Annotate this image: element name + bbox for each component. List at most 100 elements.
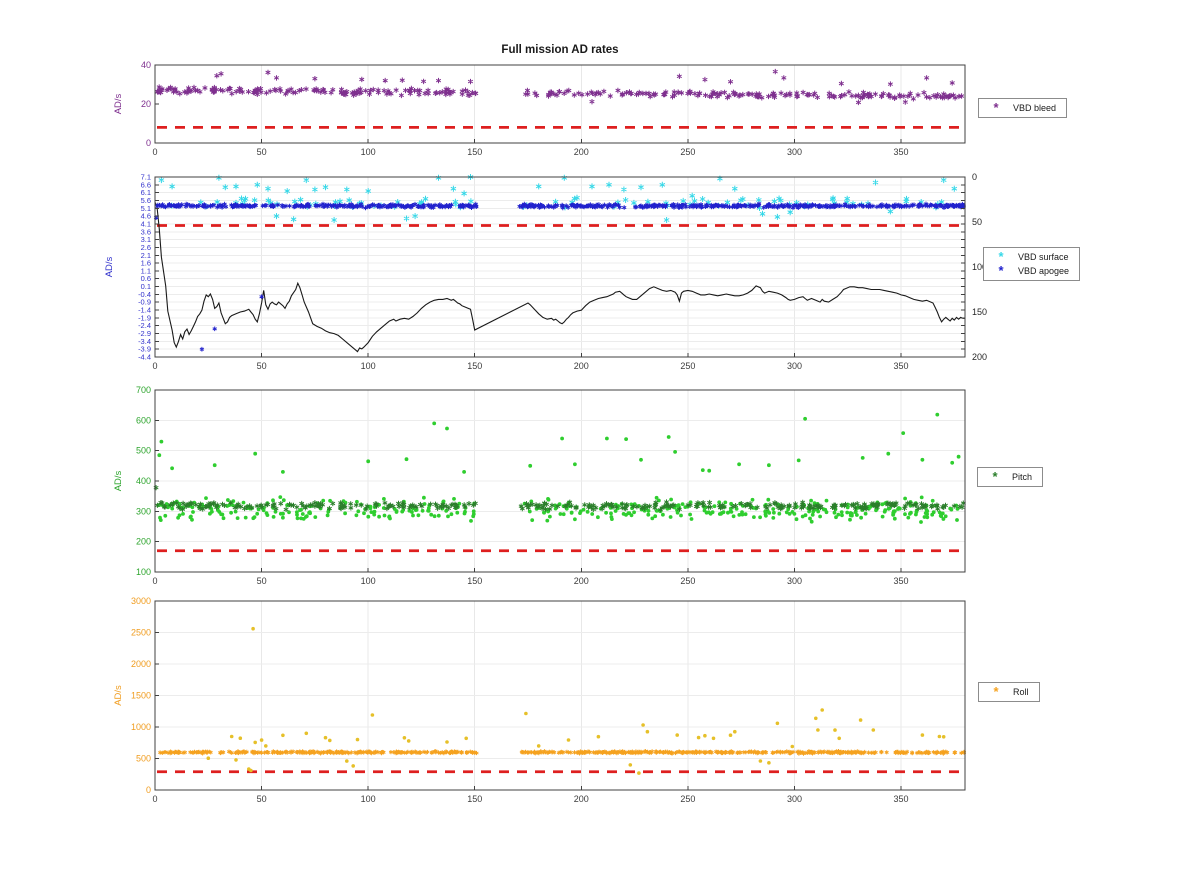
y-tick-label: -2.9 (138, 329, 151, 338)
y-tick-label: -2.4 (138, 321, 151, 330)
x-tick-label: 200 (574, 794, 589, 804)
x-tick-label: 300 (787, 361, 802, 371)
asterisk-marker-icon: * (992, 469, 998, 484)
y-tick-label: 0.6 (141, 274, 151, 283)
legend-label: VBD surface (1018, 252, 1069, 262)
legend-entry: * VBD surface (984, 250, 1079, 264)
y-tick-label: 2.6 (141, 243, 151, 252)
y-tick-label: 2.1 (141, 251, 151, 260)
y-tick-label: 500 (136, 754, 151, 764)
x-tick-label: 50 (257, 576, 267, 586)
y-tick-label: 1.1 (141, 266, 151, 275)
y-tick-label: 1500 (131, 691, 151, 701)
x-tick-label: 300 (787, 147, 802, 157)
y-tick-label: 100 (136, 567, 151, 577)
x-tick-label: 50 (257, 147, 267, 157)
y-tick-label: -0.9 (138, 298, 151, 307)
y-tick-label: -3.9 (138, 345, 151, 354)
legend-roll: * Roll (978, 682, 1040, 702)
right-y-tick-label: 0 (972, 172, 977, 182)
x-tick-label: 0 (152, 147, 157, 157)
legend-vbd-surface-apogee: * VBD surface * VBD apogee (983, 247, 1081, 281)
figure-title: Full mission AD rates (501, 44, 619, 56)
x-tick-label: 100 (361, 576, 376, 586)
legend-label: Roll (1013, 687, 1029, 697)
asterisk-marker-icon: * (993, 100, 999, 115)
y-tick-label: -3.4 (138, 337, 151, 346)
x-tick-label: 250 (680, 794, 695, 804)
y-tick-label: 2000 (131, 659, 151, 669)
subplot-pitch: 0 50 100 150 200 250 300 350 100 200 300 400 500 600 7… (113, 385, 966, 586)
y-axis-label: AD/s (113, 93, 124, 114)
legend-label: Pitch (1012, 472, 1033, 482)
x-tick-label: 250 (680, 576, 695, 586)
x-tick-label: 100 (361, 794, 376, 804)
x-tick-label: 250 (680, 147, 695, 157)
y-tick-label: -4.4 (138, 353, 151, 362)
y-axis-label: AD/s (113, 685, 124, 706)
y-tick-label: 20 (141, 99, 151, 109)
subplot-vbd-bleed: 0 50 100 150 200 250 300 350 0 20 40 AD/s (113, 60, 966, 157)
x-tick-label: 350 (894, 147, 909, 157)
y-tick-label: 6.6 (141, 180, 151, 189)
legend-entry: * VBD bleed (979, 101, 1066, 115)
y-tick-label: 3.1 (141, 235, 151, 244)
y-tick-label: 7.1 (141, 173, 151, 182)
asterisk-marker-icon: * (998, 249, 1004, 264)
legend-entry: * Pitch (978, 470, 1042, 484)
y-tick-label: 5.1 (141, 204, 151, 213)
right-y-tick-label: 200 (972, 352, 987, 362)
x-tick-label: 100 (361, 147, 376, 157)
y-tick-label: 0 (146, 138, 151, 148)
y-tick-label: 4.1 (141, 219, 151, 228)
series-vbd-bleed (154, 68, 965, 106)
y-tick-label: 300 (136, 506, 151, 516)
series-pitch (153, 485, 966, 513)
legend-pitch: * Pitch (977, 467, 1044, 487)
series-vbd-apogee (153, 201, 966, 352)
y-tick-label: 500 (136, 446, 151, 456)
right-y-tick-label: 100 (972, 262, 987, 272)
y-tick-label: -0.4 (138, 290, 151, 299)
y-tick-label: 6.1 (141, 188, 151, 197)
y-axis-label: AD/s (113, 470, 124, 491)
series-roll-band (158, 749, 967, 756)
legend-label: VBD apogee (1018, 266, 1070, 276)
x-tick-label: 350 (894, 794, 909, 804)
legend-entry: * VBD apogee (984, 264, 1079, 278)
x-tick-label: 0 (152, 794, 157, 804)
y-tick-label: 1000 (131, 722, 151, 732)
x-tick-label: 200 (574, 361, 589, 371)
y-tick-label: 3000 (131, 596, 151, 606)
x-tick-label: 350 (894, 361, 909, 371)
x-tick-label: 350 (894, 576, 909, 586)
subplot-roll: 0 50 100 150 200 250 300 350 0 500 1000 1500 2000 250… (113, 596, 967, 804)
asterisk-marker-icon: * (993, 684, 999, 699)
x-tick-label: 150 (467, 361, 482, 371)
x-tick-label: 200 (574, 147, 589, 157)
x-tick-label: 50 (257, 361, 267, 371)
y-tick-label: 600 (136, 415, 151, 425)
depth-profile-line (154, 202, 965, 353)
y-tick-label: 200 (136, 537, 151, 547)
x-tick-label: 0 (152, 361, 157, 371)
y-tick-label: -1.9 (138, 313, 151, 322)
x-tick-label: 150 (467, 794, 482, 804)
y-tick-label: 4.6 (141, 212, 151, 221)
y-tick-label: 1.6 (141, 259, 151, 268)
subplot-vbd-surface-apogee: 0 50 100 150 200 250 300 350 7.16.66.15.65.14.64… (104, 172, 987, 371)
x-tick-label: 250 (680, 361, 695, 371)
x-tick-label: 50 (257, 794, 267, 804)
legend-label: VBD bleed (1013, 103, 1057, 113)
x-tick-label: 150 (467, 147, 482, 157)
y-axis-label: AD/s (104, 256, 115, 277)
x-tick-label: 200 (574, 576, 589, 586)
y-tick-label: 0.1 (141, 282, 151, 291)
legend-entry: * Roll (979, 685, 1039, 699)
y-tick-label: 0 (146, 785, 151, 795)
x-tick-label: 0 (152, 576, 157, 586)
y-tick-label: 2500 (131, 628, 151, 638)
y-tick-label: 40 (141, 60, 151, 70)
